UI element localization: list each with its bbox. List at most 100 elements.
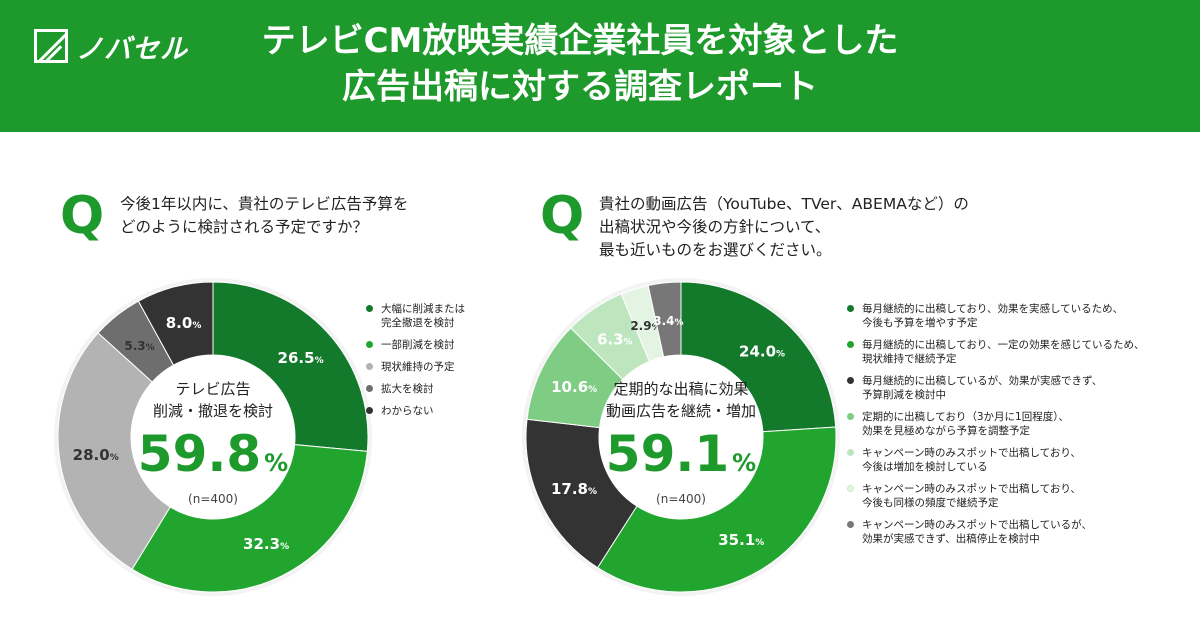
right-legend-label: キャンペーン時のみスポットで出稿しているが、 効果が実感できず、出稿停止を検討中 (862, 518, 1092, 546)
right-center-unit: % (732, 449, 757, 477)
right-chart-slice-unit-2: % (588, 487, 597, 497)
right-chart-slice-label-5: 2.9% (630, 319, 660, 333)
left-chart-center: テレビ広告 削減・撤退を検討 59.8% (n=400) (113, 378, 313, 507)
left-legend-label-line: 拡大を検討 (381, 383, 434, 395)
right-legend-label-line: 今後も同様の頻度で継続予定 (862, 497, 999, 509)
left-chart-slice-label-0: 26.5% (278, 349, 324, 367)
left-legend-item-2: 現状維持の予定 (366, 360, 465, 374)
right-legend-item-6: キャンペーン時のみスポットで出稿しているが、 効果が実感できず、出稿停止を検討中 (847, 518, 1192, 546)
left-chart-slice-unit-2: % (110, 453, 119, 463)
left-chart-slice-unit-4: % (192, 321, 201, 331)
left-legend-label-line: わからない (381, 405, 434, 417)
right-legend-label-line: キャンペーン時のみスポットで出稿しており、 (862, 447, 1081, 459)
right-question-text: 貴社の動画広告（YouTube、TVer、ABEMAなど）の 出稿状況や今後の方… (599, 193, 969, 262)
left-sample-size: (n=400) (188, 492, 238, 506)
right-legend-item-5: キャンペーン時のみスポットで出稿しており、 今後も同様の頻度で継続予定 (847, 482, 1192, 510)
left-center-number: 59.8 (137, 425, 262, 483)
left-legend-item-0: 大幅に削減または 完全撤退を検討 (366, 302, 465, 330)
left-question-line-2: どのように検討される予定ですか？ (120, 218, 369, 236)
page-title: テレビCM放映実績企業社員を対象とした 広告出稿に対する調査レポート (200, 18, 960, 110)
left-legend-label: 拡大を検討 (381, 382, 434, 396)
title-line-1: テレビCM放映実績企業社員を対象とした (261, 21, 899, 61)
right-legend-label: 毎月継続的に出稿しており、効果を実感しているため、 今後も予算を増やす予定 (862, 302, 1123, 330)
left-chart-inner-hole (131, 355, 295, 519)
right-legend-label-line: 毎月継続的に出稿しており、一定の効果を感じているため、 (862, 339, 1145, 351)
right-center-number: 59.1 (605, 425, 730, 483)
right-chart-center: 定期的な出稿に効果 動画広告を継続・増加 59.1% (n=400) (581, 378, 781, 507)
left-legend-label-line: 現状維持の予定 (381, 361, 455, 373)
right-chart-slice-label-1: 35.1% (718, 531, 764, 549)
right-question-line-3: 最も近いものをお選びください。 (599, 241, 832, 259)
right-legend-label-line: 毎月継続的に出稿しており、効果を実感しているため、 (862, 303, 1124, 315)
right-chart-slice-value-3: 10.6 (551, 378, 588, 396)
right-legend-label-line: 今後は増加を検討している (862, 461, 988, 473)
right-chart-slice-value-2: 17.8 (551, 480, 588, 498)
right-legend-item-0: 毎月継続的に出稿しており、効果を実感しているため、 今後も予算を増やす予定 (847, 302, 1192, 330)
right-legend-item-2: 毎月継続的に出稿しているが、効果が実感できず、 予算削減を検討中 (847, 374, 1192, 402)
left-chart-slice-value-2: 28.0 (73, 446, 110, 464)
right-legend-label-line: 効果を見極めながら予算を調整予定 (862, 425, 1030, 437)
right-legend-label: 定期的に出稿しており（3か月に1回程度）、 効果を見極めながら予算を調整予定 (862, 410, 1069, 438)
right-legend-item-1: 毎月継続的に出稿しており、一定の効果を感じているため、 現状維持で継続予定 (847, 338, 1192, 366)
left-chart-slice-label-3: 5.3% (124, 339, 154, 353)
left-legend-label: 現状維持の予定 (381, 360, 455, 374)
right-legend-dot-icon (847, 341, 854, 348)
left-chart-slice-value-3: 5.3 (124, 339, 145, 353)
right-legend-item-4: キャンペーン時のみスポットで出稿しており、 今後は増加を検討している (847, 446, 1192, 474)
left-question-line-1: 今後1年以内に、貴社のテレビ広告予算を (120, 195, 409, 213)
right-chart-slice-value-1: 35.1 (718, 531, 755, 549)
left-legend-label: わからない (381, 404, 434, 418)
right-legend-label-line: 予算削減を検討中 (862, 389, 946, 401)
left-chart-slice-unit-0: % (315, 356, 324, 366)
right-legend-dot-icon (847, 521, 854, 528)
left-legend: 大幅に削減または 完全撤退を検討一部削減を検討 現状維持の予定 拡大を検討わからない (366, 302, 465, 426)
right-chart-slice-value-4: 6.3 (597, 331, 624, 349)
right-chart-slice-label-0: 24.0% (739, 343, 785, 361)
right-sample-size: (n=400) (656, 492, 706, 506)
left-chart-slice-value-0: 26.5 (278, 349, 315, 367)
left-chart-slice-value-4: 8.0 (166, 314, 193, 332)
right-legend-label-line: 今後も予算を増やす予定 (862, 317, 978, 329)
left-legend-item-1: 一部削減を検討 (366, 338, 465, 352)
left-chart-slice-label-1: 32.3% (243, 535, 289, 553)
right-legend-dot-icon (847, 413, 854, 420)
right-chart-slice-unit-6: % (674, 318, 683, 328)
right-legend-label-line: キャンペーン時のみスポットで出稿しているが、 (862, 519, 1092, 531)
right-legend-label: キャンペーン時のみスポットで出稿しており、 今後は増加を検討している (862, 446, 1081, 474)
left-center-line-2: 削減・撤退を検討 (152, 402, 273, 420)
left-center-unit: % (264, 449, 289, 477)
left-chart-slice-unit-1: % (280, 542, 289, 552)
right-chart-slice-label-2: 17.8% (551, 480, 597, 498)
left-question-mark: Q (60, 186, 105, 246)
right-legend-item-3: 定期的に出稿しており（3か月に1回程度）、 効果を見極めながら予算を調整予定 (847, 410, 1192, 438)
left-legend-dot-icon (366, 305, 373, 312)
left-legend-dot-icon (366, 407, 373, 414)
right-legend-dot-icon (847, 377, 854, 384)
right-center-line-1: 定期的な出稿に効果 (613, 380, 749, 398)
left-question-text: 今後1年以内に、貴社のテレビ広告予算を どのように検討される予定ですか？ (120, 193, 408, 239)
right-chart-slice-value-0: 24.0 (739, 343, 776, 361)
right-question-line-2: 出稿状況や今後の方針について、 (599, 218, 831, 236)
right-legend: 毎月継続的に出稿しており、効果を実感しているため、 今後も予算を増やす予定 毎月継続… (847, 302, 1192, 554)
right-chart-inner-hole (599, 355, 763, 519)
right-chart-slice-unit-5: % (652, 323, 661, 333)
right-chart-slice-unit-0: % (776, 350, 785, 360)
left-legend-label: 大幅に削減または 完全撤退を検討 (381, 302, 465, 330)
left-center-line-1: テレビ広告 (175, 380, 251, 398)
logo-mark-icon (34, 29, 68, 63)
left-legend-label-line: 大幅に削減または (381, 303, 465, 315)
right-chart-slice-unit-3: % (588, 385, 597, 395)
right-chart-slice-unit-4: % (624, 338, 633, 348)
left-legend-dot-icon (366, 385, 373, 392)
right-center-line-2: 動画広告を継続・増加 (605, 402, 756, 420)
left-legend-label: 一部削減を検討 (381, 338, 455, 352)
right-chart-slice-value-5: 2.9 (630, 319, 651, 333)
right-legend-label-line: 定期的に出稿しており（3か月に1回程度）、 (862, 411, 1069, 423)
right-question-line-1: 貴社の動画広告（YouTube、TVer、ABEMAなど）の (599, 195, 969, 213)
right-legend-label-line: キャンペーン時のみスポットで出稿しており、 (862, 483, 1081, 495)
logo: ノバセル (34, 26, 188, 66)
right-question-mark: Q (540, 186, 585, 246)
right-legend-label: キャンペーン時のみスポットで出稿しており、 今後も同様の頻度で継続予定 (862, 482, 1081, 510)
left-center-value: 59.8% (113, 426, 313, 491)
